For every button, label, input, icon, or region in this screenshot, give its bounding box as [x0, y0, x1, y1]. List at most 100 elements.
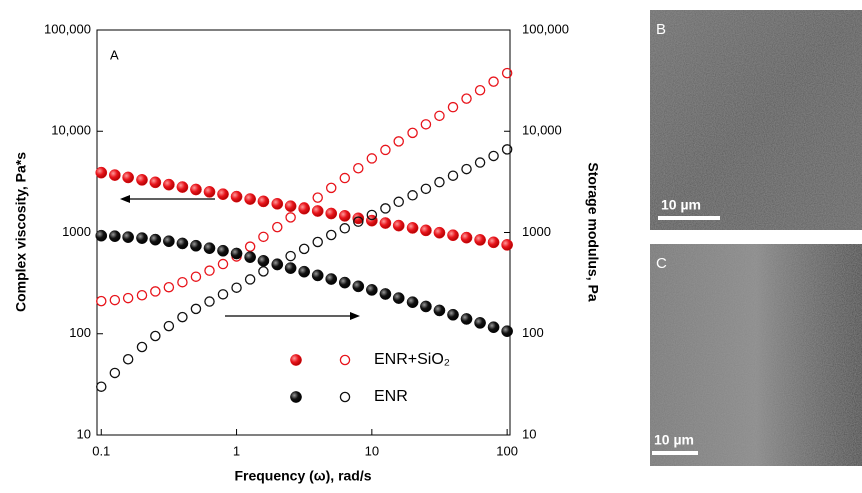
y-tick-label: 100,000	[44, 21, 91, 36]
viscosity-point	[474, 234, 486, 246]
viscosity-point	[284, 262, 297, 274]
viscosity-point	[217, 244, 229, 257]
storage-modulus-point	[285, 212, 296, 223]
viscosity-point	[392, 219, 405, 232]
viscosity-point	[392, 292, 405, 304]
storage-modulus-point	[190, 303, 202, 315]
storage-modulus-point	[407, 127, 418, 139]
storage-modulus-point	[407, 190, 418, 201]
storage-modulus-point	[285, 250, 296, 262]
storage-modulus-point	[501, 144, 513, 155]
viscosity-point	[406, 296, 419, 309]
viscosity-point	[298, 265, 311, 278]
storage-modulus-point	[258, 231, 269, 243]
y2-tick-label: 10,000	[522, 123, 562, 138]
storage-modulus-point	[488, 76, 499, 87]
storage-modulus-point	[163, 281, 175, 293]
storage-modulus-point	[461, 163, 472, 175]
x-axis-title: Frequency (ω), rad/s	[234, 468, 371, 484]
arrows	[120, 195, 360, 320]
viscosity-point	[190, 239, 202, 252]
image-label: B	[656, 21, 666, 38]
legend-label: ENR	[374, 388, 408, 405]
viscosity-point	[338, 210, 351, 222]
scale-bar-label: 10 µm	[654, 432, 694, 448]
y-axis-title: Complex viscosity, Pa*s	[13, 152, 29, 312]
storage-modulus-point	[96, 381, 107, 392]
x-tick-label: 1	[233, 443, 240, 458]
viscosity-point	[122, 171, 134, 184]
storage-modulus-point	[244, 241, 256, 252]
legend-marker	[339, 354, 351, 366]
viscosity-point	[325, 273, 338, 285]
viscosity-point	[420, 224, 432, 237]
storage-modulus-point	[339, 223, 351, 234]
viscosity-point	[95, 166, 108, 179]
storage-modulus-point	[393, 196, 404, 208]
viscosity-point	[203, 186, 216, 198]
storage-modulus-point	[177, 276, 188, 288]
viscosity-point	[95, 229, 108, 242]
x-tick-label: 0.1	[92, 443, 110, 458]
viscosity-point	[338, 276, 351, 289]
storage-modulus-point	[150, 286, 161, 297]
viscosity-point	[298, 202, 311, 215]
storage-modulus-point	[474, 157, 486, 168]
legend-marker	[339, 391, 351, 403]
viscosity-point	[271, 197, 284, 210]
viscosity-point	[244, 193, 256, 205]
y2-tick-label: 10	[522, 426, 536, 441]
viscosity-point	[501, 325, 513, 338]
y-tick-label: 1000	[62, 224, 91, 239]
viscosity-point	[487, 236, 500, 249]
viscosity-point	[433, 226, 446, 239]
viscosity-point	[487, 321, 500, 334]
viscosity-point	[230, 247, 243, 260]
viscosity-point	[122, 231, 134, 243]
viscosity-point	[217, 188, 229, 201]
storage-modulus-point	[447, 101, 459, 113]
viscosity-point	[352, 212, 365, 225]
storage-modulus-point	[272, 221, 283, 233]
viscosity-point	[447, 229, 459, 242]
storage-modulus-point	[96, 295, 107, 307]
storage-modulus-point	[325, 182, 337, 194]
viscosity-point	[433, 304, 446, 317]
panel-label: A	[110, 47, 119, 62]
storage-modulus-point	[434, 176, 445, 188]
viscosity-point	[136, 174, 148, 186]
storage-modulus-point	[122, 353, 134, 365]
storage-modulus-point	[353, 216, 364, 227]
storage-modulus-point	[150, 330, 161, 342]
storage-modulus-point	[177, 311, 188, 323]
viscosity-point	[230, 190, 243, 203]
viscosity-point	[365, 284, 378, 296]
storage-modulus-point	[312, 192, 323, 203]
viscosity-point	[379, 288, 392, 300]
viscosity-point	[311, 269, 324, 282]
y-tick-label: 10,000	[51, 123, 91, 138]
viscosity-point	[379, 217, 392, 229]
storage-modulus-point	[474, 85, 486, 96]
viscosity-point	[460, 313, 473, 325]
storage-modulus-point	[217, 289, 229, 300]
storage-modulus-point	[325, 229, 337, 241]
storage-modulus-point	[501, 67, 513, 79]
viscosity-point	[420, 300, 432, 313]
storage-modulus-point	[258, 266, 269, 277]
storage-modulus-point	[380, 144, 391, 156]
storage-modulus-point	[163, 320, 175, 332]
viscosity-point	[284, 200, 297, 213]
viscosity-point	[108, 230, 121, 243]
viscosity-point	[108, 169, 121, 181]
viscosity-point	[149, 176, 162, 189]
viscosity-point	[257, 254, 270, 267]
storage-modulus-point	[393, 136, 404, 147]
viscosity-point	[352, 280, 365, 293]
viscosity-point	[325, 207, 338, 220]
storage-modulus-point	[136, 290, 148, 301]
storage-modulus-point	[298, 243, 310, 255]
viscosity-point	[163, 178, 175, 191]
viscosity-point	[501, 239, 513, 251]
